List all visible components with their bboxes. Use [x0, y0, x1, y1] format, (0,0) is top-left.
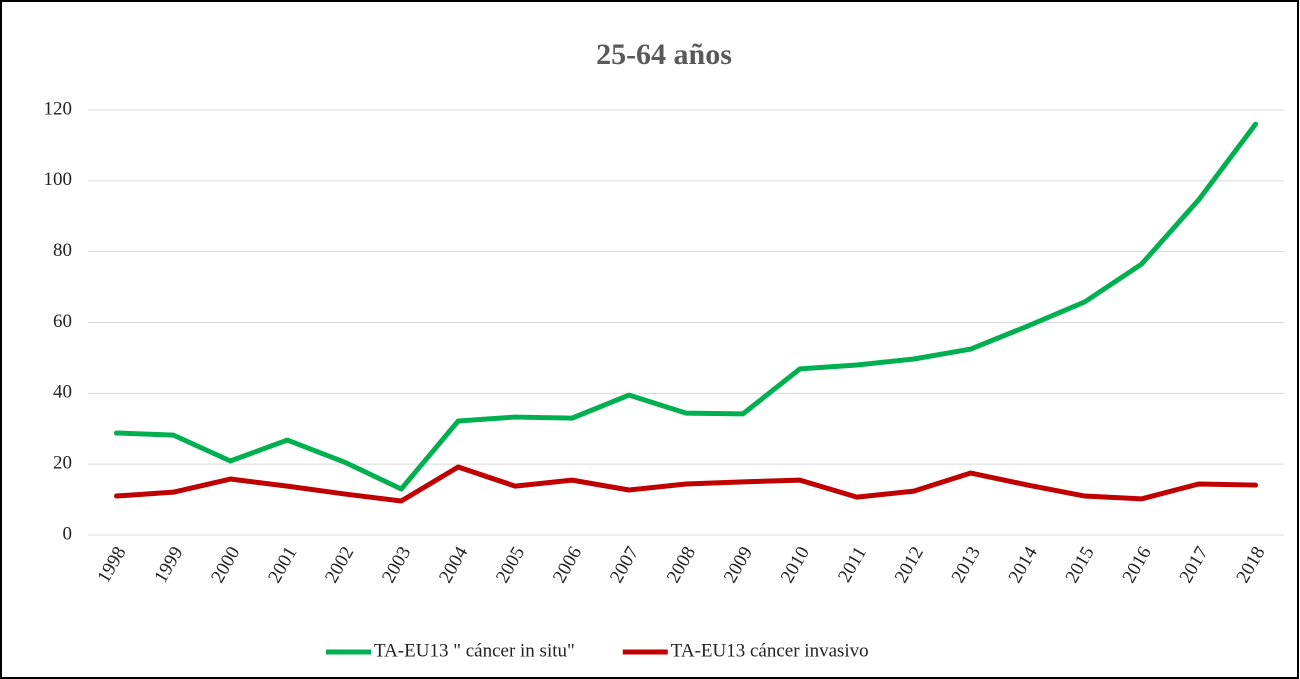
legend-label: TA-EU13 " cáncer in situ" [374, 640, 575, 661]
y-tick-label: 40 [53, 382, 72, 403]
legend-label: TA-EU13 cáncer invasivo [671, 640, 869, 661]
y-tick-label: 80 [53, 240, 72, 261]
chart-title: 25-64 años [596, 38, 732, 71]
y-tick-label: 0 [63, 523, 73, 544]
series-line [113, 121, 1259, 492]
y-tick-label: 60 [53, 311, 72, 332]
y-tick-label: 20 [53, 453, 72, 474]
series-line [113, 464, 1259, 504]
y-tick-label: 100 [44, 169, 73, 190]
y-tick-label: 120 [44, 98, 73, 119]
